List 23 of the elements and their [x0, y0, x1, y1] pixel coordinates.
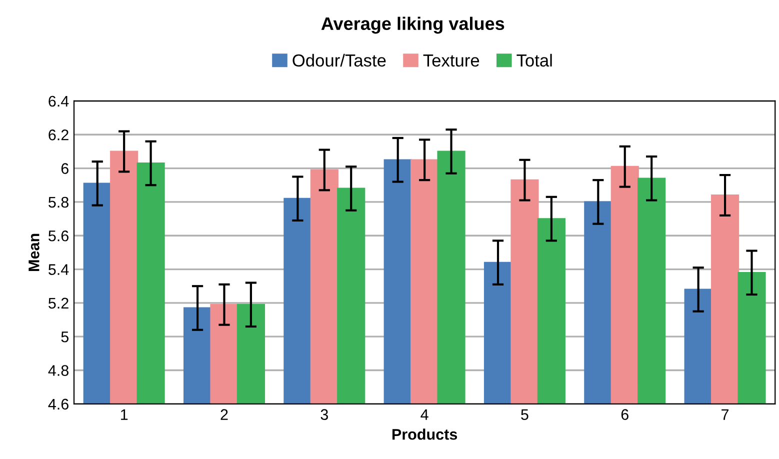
legend-label: Odour/Taste [292, 54, 386, 67]
chart-title: Average liking values [321, 16, 504, 34]
x-tick-label: 2 [220, 409, 228, 420]
x-tick-label: 5 [521, 409, 528, 420]
x-tick-label: 4 [420, 409, 428, 420]
x-tick-label: 3 [320, 409, 328, 420]
x-tick-label: 7 [722, 409, 729, 420]
y-tick-label: 6 [61, 163, 68, 174]
x-tick-label: 1 [121, 409, 128, 420]
x-tick-label: 6 [621, 409, 628, 420]
y-tick-label: 5 [61, 332, 69, 342]
x-axis-title: Products [392, 428, 458, 440]
y-tick-label: 5.6 [48, 230, 68, 242]
y-tick-label: 6.4 [48, 96, 69, 107]
legend-label: Total [516, 54, 552, 67]
y-axis-title: Mean [28, 234, 40, 271]
y-tick-label: 5.4 [48, 264, 69, 275]
y-tick-label: 5.2 [48, 298, 68, 309]
y-tick-label: 6.2 [48, 130, 68, 140]
y-tick-label: 5.8 [48, 196, 68, 208]
legend-label: Texture [423, 54, 480, 67]
y-tick-label: 4.6 [48, 398, 68, 410]
y-tick-label: 4.8 [48, 365, 68, 376]
